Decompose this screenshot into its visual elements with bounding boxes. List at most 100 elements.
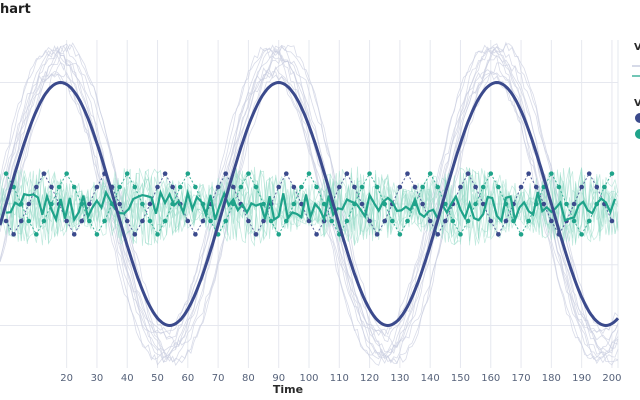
dot-marker	[117, 184, 122, 190]
x-tick-label: 200	[602, 373, 621, 384]
legend-title: V	[634, 98, 640, 109]
dot-marker	[132, 232, 138, 237]
dot-marker	[549, 171, 554, 176]
dot-marker	[223, 171, 228, 176]
x-tick-label: 100	[299, 373, 318, 384]
dot-marker	[579, 232, 584, 237]
dot-marker	[359, 201, 365, 207]
dot-marker	[397, 184, 403, 190]
dot-marker	[473, 201, 478, 207]
x-tick-label: 130	[390, 373, 409, 384]
dot-marker	[533, 184, 539, 190]
dot-marker	[87, 201, 92, 207]
dot-marker	[496, 232, 501, 237]
dot-marker	[374, 232, 380, 237]
dot-marker	[49, 184, 54, 190]
dot-marker	[465, 171, 471, 176]
dot-marker	[3, 218, 9, 224]
dot-marker	[427, 171, 433, 176]
dot-marker	[185, 171, 191, 176]
dot-marker	[246, 218, 251, 224]
dot-marker	[223, 218, 228, 224]
x-tick-label: 60	[181, 373, 194, 384]
x-ticks: 20 30 40 50 60 70 80 90 100 110 120 130 140 150 160 170…	[60, 373, 621, 384]
legend-swatch	[635, 129, 640, 139]
dot-marker	[586, 171, 592, 176]
dot-marker	[571, 218, 577, 224]
dot-marker	[253, 184, 259, 190]
dot-marker	[94, 232, 100, 237]
x-tick-label: 140	[421, 373, 440, 384]
sine-ensemble-line	[0, 49, 619, 359]
dot-marker	[208, 218, 213, 224]
x-tick-label: 20	[60, 373, 73, 384]
dot-marker	[359, 184, 365, 190]
dot-marker	[458, 232, 463, 237]
dot-marker	[193, 184, 198, 190]
legend: VV	[632, 42, 640, 139]
dot-marker	[155, 232, 160, 237]
dot-marker	[488, 218, 494, 224]
x-tick-label: 150	[451, 373, 470, 384]
dot-marker	[117, 201, 122, 207]
dot-marker	[549, 218, 554, 224]
main-lines	[0, 80, 620, 328]
dot-marker	[162, 218, 168, 224]
dot-marker	[450, 218, 456, 224]
dot-marker	[299, 201, 304, 207]
dot-marker	[200, 218, 206, 224]
dot-marker	[56, 184, 62, 190]
dot-marker	[374, 184, 380, 190]
dot-marker	[246, 171, 251, 176]
dot-marker	[94, 184, 100, 190]
dot-marker	[314, 232, 319, 237]
x-tick-label: 120	[360, 373, 379, 384]
dot-marker	[41, 171, 47, 176]
dot-marker	[306, 171, 312, 176]
dot-marker	[443, 218, 448, 224]
dot-marker	[71, 184, 77, 190]
dot-marker	[238, 184, 244, 190]
dot-marker	[526, 171, 531, 176]
dot-marker	[412, 184, 418, 190]
x-tick-label: 180	[542, 373, 561, 384]
dot-marker	[564, 201, 569, 207]
dot-marker	[124, 171, 130, 176]
dot-marker	[465, 218, 471, 224]
dot-marker	[102, 218, 107, 224]
dot-marker	[367, 218, 372, 224]
dot-marker	[34, 232, 39, 237]
x-tick-label: 80	[242, 373, 255, 384]
dot-marker	[276, 232, 282, 237]
dot-marker	[34, 184, 39, 190]
legend-swatch	[635, 113, 640, 123]
x-tick-label: 40	[121, 373, 134, 384]
dot-marker	[276, 184, 282, 190]
x-tick-label: 110	[330, 373, 349, 384]
sine-ensemble-line	[0, 58, 619, 350]
dot-marker	[155, 184, 160, 190]
dot-marker	[18, 218, 24, 224]
dot-marker	[185, 218, 191, 224]
x-tick-label: 170	[512, 373, 531, 384]
noise-ensemble-line	[0, 167, 619, 246]
dot-marker	[314, 184, 319, 190]
dot-marker	[427, 218, 433, 224]
dot-marker	[140, 218, 145, 224]
dot-marker	[405, 218, 410, 224]
dot-marker	[420, 184, 425, 190]
dot-marker	[162, 171, 168, 176]
sine-ensemble-line	[0, 54, 619, 354]
dot-marker	[26, 201, 32, 207]
noise-main-line	[5, 188, 617, 225]
dot-marker	[420, 201, 425, 207]
dot-marker	[518, 232, 524, 237]
dot-marker	[299, 184, 304, 190]
dot-marker	[64, 171, 69, 176]
dot-marker	[435, 184, 441, 190]
dot-marker	[177, 184, 183, 190]
dot-marker	[382, 218, 388, 224]
sine-main-line	[0, 80, 620, 328]
dot-marker	[609, 218, 615, 224]
dot-marker	[268, 218, 274, 224]
